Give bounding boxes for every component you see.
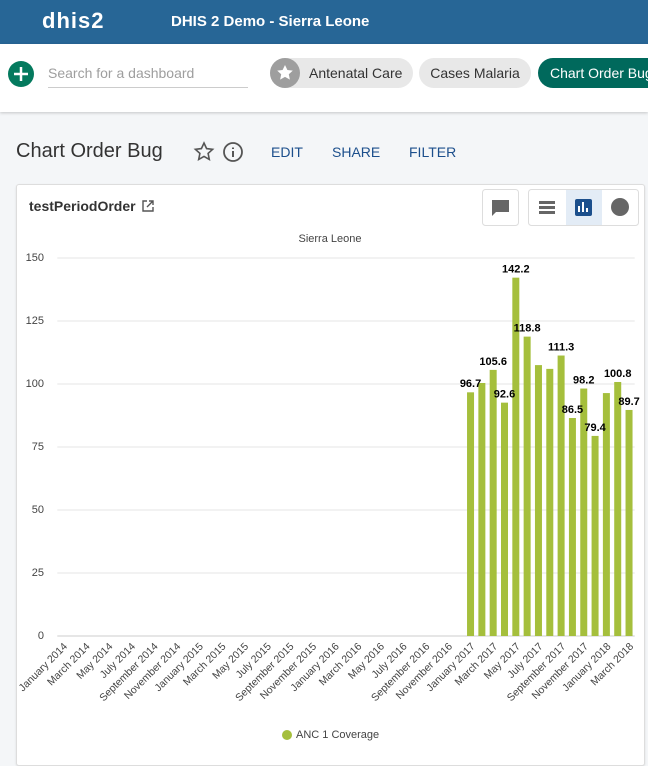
star-button[interactable] bbox=[193, 141, 215, 163]
bar bbox=[614, 381, 622, 636]
data-label: 92.6 bbox=[494, 389, 515, 401]
bar bbox=[591, 435, 599, 636]
data-label: 96.7 bbox=[460, 378, 481, 390]
y-tick-label: 125 bbox=[26, 315, 44, 327]
data-label: 142.2 bbox=[502, 264, 530, 276]
y-tick-label: 150 bbox=[26, 252, 44, 264]
map-view-button[interactable] bbox=[611, 198, 629, 216]
info-button[interactable] bbox=[222, 141, 244, 163]
bar bbox=[625, 409, 633, 636]
data-label: 98.2 bbox=[573, 374, 594, 386]
y-tick-label: 25 bbox=[32, 567, 44, 579]
dashboard-title: Chart Order Bug bbox=[16, 140, 163, 162]
filter-button[interactable]: FILTER bbox=[409, 144, 457, 160]
bar bbox=[523, 336, 531, 636]
y-tick-label: 100 bbox=[26, 378, 44, 390]
data-label: 100.8 bbox=[604, 368, 632, 380]
dashboard-chip-selected[interactable]: Chart Order Bug bbox=[538, 58, 648, 88]
header-bar bbox=[0, 0, 648, 44]
item-toolbar bbox=[482, 189, 639, 226]
dashboard-chip[interactable]: Antenatal Care bbox=[270, 58, 413, 88]
table-view-button[interactable] bbox=[539, 201, 555, 214]
add-dashboard-button[interactable] bbox=[8, 61, 34, 87]
bar bbox=[501, 402, 509, 636]
data-label: 79.4 bbox=[584, 422, 606, 434]
data-label: 111.3 bbox=[548, 341, 574, 353]
bar bbox=[489, 369, 497, 636]
bar bbox=[512, 277, 520, 636]
data-label: 105.6 bbox=[479, 356, 507, 368]
data-label: 86.5 bbox=[562, 404, 583, 416]
open-link-icon[interactable] bbox=[141, 199, 155, 213]
logo[interactable]: dhis2 bbox=[42, 8, 105, 33]
bar bbox=[467, 392, 475, 636]
bar bbox=[557, 355, 565, 636]
bar bbox=[546, 368, 554, 636]
bar bbox=[580, 388, 588, 636]
item-title: testPeriodOrder bbox=[29, 198, 136, 214]
y-tick-label: 50 bbox=[32, 504, 44, 516]
y-tick-label: 0 bbox=[38, 630, 44, 642]
legend-label: ANC 1 Coverage bbox=[296, 729, 379, 741]
share-button[interactable]: SHARE bbox=[332, 144, 381, 160]
chart-subtitle: Sierra Leone bbox=[299, 233, 362, 245]
edit-button[interactable]: EDIT bbox=[271, 144, 303, 160]
chip-label: Antenatal Care bbox=[309, 65, 403, 81]
bar bbox=[478, 382, 486, 636]
dashboard-chip[interactable]: Cases Malaria bbox=[419, 58, 531, 88]
data-label: 118.8 bbox=[514, 323, 541, 335]
bar bbox=[534, 365, 542, 636]
data-label: 89.7 bbox=[618, 396, 639, 408]
star-icon bbox=[270, 58, 300, 88]
bar bbox=[568, 418, 576, 636]
search-input[interactable]: Search for a dashboard bbox=[48, 65, 248, 88]
y-tick-label: 75 bbox=[32, 441, 44, 453]
bar bbox=[602, 393, 610, 636]
legend-swatch bbox=[282, 730, 292, 740]
app-title: DHIS 2 Demo - Sierra Leone bbox=[171, 13, 370, 30]
